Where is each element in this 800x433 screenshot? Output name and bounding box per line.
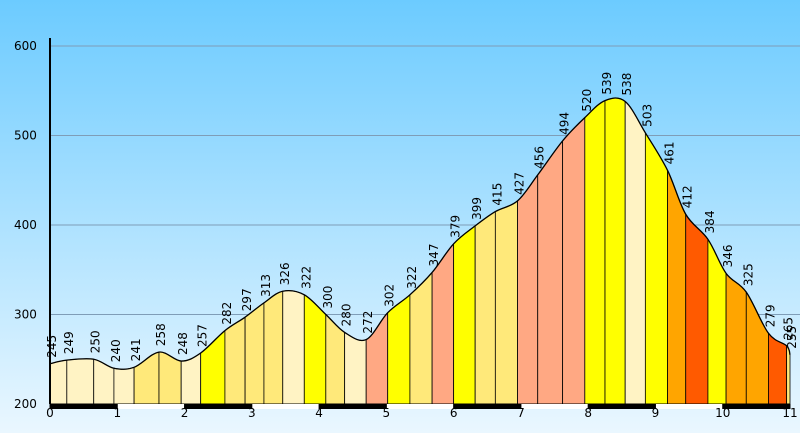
elevation-label: 280 (340, 303, 354, 326)
elevation-label: 346 (721, 244, 735, 267)
x-tick-label: 8 (584, 406, 592, 420)
y-tick-label: 400 (14, 218, 37, 232)
elevation-label: 326 (278, 262, 292, 285)
elevation-label: 456 (533, 146, 547, 169)
profile-segment (562, 116, 586, 405)
distance-scale-bar (50, 404, 790, 409)
elevation-label: 461 (663, 141, 677, 164)
profile-segment (387, 293, 411, 405)
x-tick-label: 2 (181, 406, 189, 420)
profile-segment (263, 290, 284, 405)
elevation-label: 241 (129, 338, 143, 361)
profile-segment (685, 212, 709, 405)
elevation-label: 384 (703, 210, 717, 233)
x-tick-label: 4 (315, 406, 323, 420)
y-tick-label: 500 (14, 129, 37, 143)
profile-line (49, 97, 791, 370)
elevation-label: 538 (620, 73, 634, 96)
elevation-labels: 245 249 250 240 241 258 248 257 282 297 313 326 322 3… (45, 72, 799, 363)
scale-bar-band (50, 404, 118, 409)
elevation-label: 248 (176, 332, 190, 355)
elevation-label: 379 (449, 215, 463, 238)
x-tick-label: 5 (383, 406, 391, 420)
x-tick-label: 11 (782, 406, 797, 420)
profile-segment (49, 359, 68, 405)
x-tick-label: 6 (450, 406, 458, 420)
x-tick-label: 3 (248, 406, 256, 420)
y-tick-label: 300 (14, 308, 37, 322)
elevation-label: 322 (299, 266, 313, 289)
scale-bar-band (655, 404, 723, 409)
profile-segment (224, 316, 246, 405)
elevation-label: 427 (513, 172, 527, 195)
x-tick-label: 1 (113, 406, 121, 420)
elevation-label: 399 (470, 197, 484, 220)
profile-segment (725, 272, 747, 405)
profile-segment (113, 366, 135, 405)
elevation-label: 325 (741, 263, 755, 286)
profile-segment (453, 225, 476, 405)
elevation-label: 272 (361, 311, 375, 334)
profile-segment (282, 290, 305, 405)
profile-segment (644, 131, 668, 405)
elevation-label: 257 (196, 324, 210, 347)
elevation-label: 249 (62, 331, 76, 354)
elevation-label: 412 (681, 185, 695, 208)
profile-segment (244, 302, 265, 405)
elevation-label: 279 (763, 304, 777, 327)
scale-bar-band (453, 404, 521, 409)
x-tick-label: 0 (46, 406, 54, 420)
x-tick-label: 10 (715, 406, 730, 420)
profile-segment (494, 199, 518, 405)
elevation-label: 539 (600, 72, 614, 95)
elevation-label: 347 (427, 244, 441, 267)
elevation-label: 245 (45, 335, 59, 358)
profile-segment (624, 100, 646, 405)
scale-bar-band (251, 404, 320, 409)
x-tick-label: 9 (652, 406, 660, 420)
profile-segment (584, 100, 606, 405)
elevation-label: 302 (383, 284, 397, 307)
profile-outline (49, 97, 791, 370)
elevation-label: 282 (220, 302, 234, 325)
y-tick-label: 200 (14, 397, 37, 411)
scale-bar-band (184, 404, 252, 409)
profile-segment (344, 331, 367, 405)
profile-segment (474, 210, 496, 405)
x-tick-label: 7 (517, 406, 525, 420)
scale-bar-band (588, 404, 656, 409)
elevation-label: 250 (89, 330, 103, 353)
elevation-label: 322 (405, 266, 419, 289)
profile-segment (517, 173, 539, 405)
x-tick-labels: 0 1 2 3 4 5 6 7 8 9 10 11 (46, 404, 798, 420)
elevation-label: 520 (580, 89, 594, 112)
y-tick-label: 600 (14, 39, 37, 53)
elevation-label: 503 (640, 104, 654, 127)
profile-segment (66, 358, 95, 405)
elevation-label: 240 (109, 339, 123, 362)
elevation-label: 297 (240, 288, 254, 311)
elevation-label: 300 (321, 286, 335, 309)
profile-segment (604, 97, 626, 405)
elevation-label: 313 (259, 274, 273, 297)
scale-bar-band (117, 404, 185, 409)
scale-bar-band (319, 404, 387, 409)
elevation-label: 265 (782, 317, 796, 340)
elevation-label: 255 (785, 326, 799, 349)
elevation-label: 494 (558, 112, 572, 135)
elevation-label: 415 (490, 183, 504, 206)
profile-segment (537, 139, 564, 405)
y-tick-labels: 200 300 400 500 600 (14, 39, 37, 411)
scale-bar-band (520, 404, 589, 409)
scale-bar-band (722, 404, 790, 409)
scale-bar-band (386, 404, 454, 409)
elevation-label: 258 (154, 323, 168, 346)
